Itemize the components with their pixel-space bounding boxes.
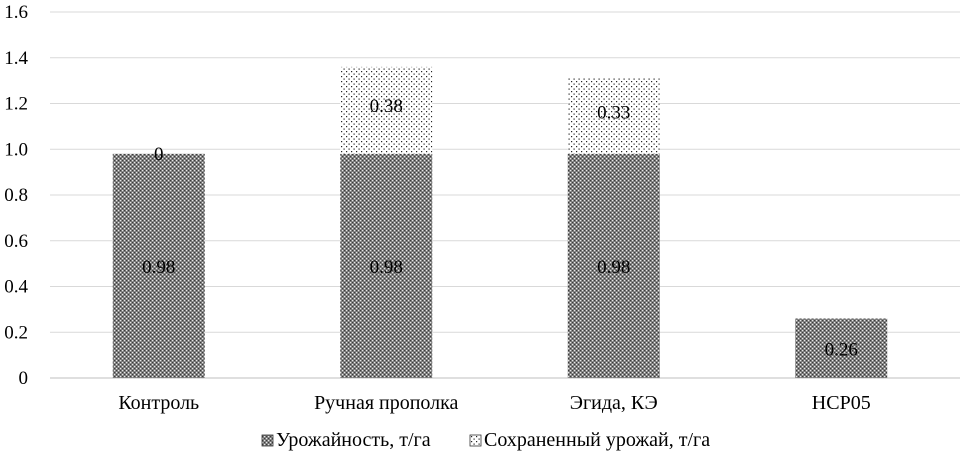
x-category-label: Ручная прополка	[314, 392, 458, 414]
y-tick-label: 0.8	[4, 185, 28, 206]
legend-label: Сохраненный урожай, т/га	[484, 429, 710, 451]
bar-yield	[112, 153, 205, 378]
legend-label: Урожайность, т/га	[276, 429, 431, 451]
bar-yield	[567, 153, 660, 378]
legend: Урожайность, т/га Сохраненный урожай, т/г…	[261, 429, 710, 451]
y-tick-label: 1.2	[4, 94, 28, 115]
y-tick-label: 0.2	[4, 322, 28, 343]
data-label: 0.98	[142, 257, 175, 278]
bar-saved-yield	[567, 78, 660, 154]
data-label: 0.98	[370, 257, 403, 278]
data-label: 0.26	[825, 339, 858, 360]
y-axis: 0 0.2 0.4 0.6 0.8 1.0 1.2 1.4 1.6	[4, 2, 28, 389]
y-tick-label: 1.6	[4, 2, 28, 23]
data-labels: 0.98 0 0.98 0.38 0.98 0.33 0.26	[142, 96, 858, 360]
bars	[112, 66, 888, 378]
y-tick-label: 1.4	[4, 48, 28, 69]
y-tick-label: 0	[19, 368, 29, 389]
bar-yield	[340, 153, 433, 378]
y-tick-label: 1.0	[4, 139, 28, 160]
x-category-label: Эгида, КЭ	[570, 392, 658, 414]
x-category-label: Контроль	[118, 392, 199, 414]
data-label: 0.33	[597, 102, 630, 123]
y-tick-label: 0.6	[4, 231, 28, 252]
legend-swatch	[261, 434, 274, 447]
legend-swatch	[469, 434, 482, 447]
bar-yield	[795, 318, 888, 378]
y-tick-label: 0.4	[4, 277, 28, 298]
data-label: 0.38	[370, 96, 403, 117]
x-axis: Контроль Ручная прополка Эгида, КЭ НСР05	[118, 392, 870, 414]
x-category-label: НСР05	[812, 392, 871, 414]
data-label: 0	[154, 144, 164, 165]
bar-saved-yield	[340, 66, 433, 154]
data-label: 0.98	[597, 257, 630, 278]
